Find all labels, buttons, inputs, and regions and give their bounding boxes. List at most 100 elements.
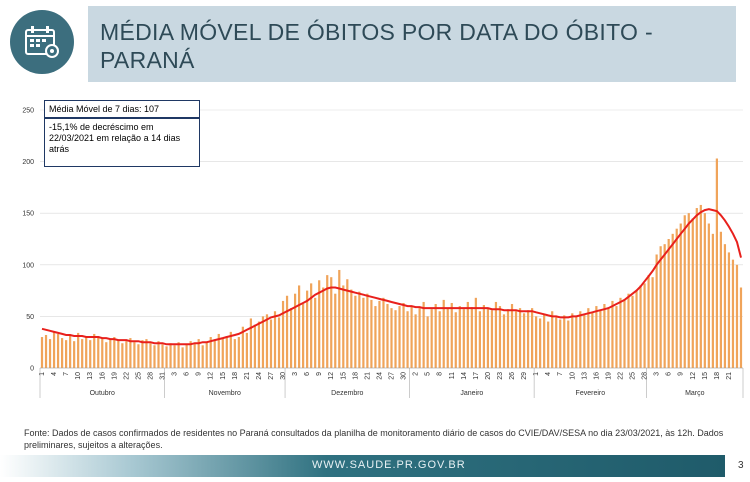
- y-tick-label: 200: [22, 159, 34, 166]
- bar: [442, 299, 445, 368]
- bar: [567, 320, 570, 368]
- bar: [85, 337, 88, 368]
- x-tick-label: 2: [413, 372, 420, 376]
- x-tick-label: 12: [208, 372, 215, 380]
- bar: [454, 312, 457, 368]
- x-tick-label: 30: [280, 372, 287, 380]
- bar: [679, 223, 682, 368]
- bar: [334, 293, 337, 368]
- bar: [145, 339, 148, 368]
- bar: [173, 345, 176, 368]
- footer-bar: WWW.SAUDE.PR.GOV.BR: [0, 455, 725, 477]
- bar: [386, 304, 389, 368]
- y-tick-label: 0: [30, 366, 34, 373]
- source-note: Fonte: Dados de casos confirmados de res…: [24, 428, 724, 450]
- bar: [81, 339, 84, 368]
- bar: [121, 343, 124, 368]
- x-tick-label: 11: [449, 372, 456, 379]
- bar: [89, 340, 92, 368]
- bar: [543, 314, 546, 368]
- bar: [165, 346, 168, 368]
- x-tick-label: 13: [87, 372, 94, 380]
- bar: [522, 313, 526, 368]
- bar: [69, 336, 72, 368]
- bar: [494, 301, 498, 368]
- bar: [571, 313, 574, 368]
- bar: [739, 287, 743, 368]
- x-tick-label: 18: [352, 372, 359, 380]
- footer-url[interactable]: WWW.SAUDE.PR.GOV.BR: [312, 459, 466, 471]
- month-label: Janeiro: [460, 390, 483, 397]
- x-tick-label: 3: [172, 372, 179, 376]
- bar: [298, 285, 301, 368]
- x-tick-label: 12: [690, 372, 697, 380]
- bar: [518, 308, 522, 368]
- bar: [526, 310, 530, 368]
- bar: [48, 339, 52, 368]
- calendar-virus-icon: [10, 10, 74, 74]
- bar: [438, 311, 441, 368]
- month-label: Março: [685, 390, 705, 397]
- bar: [559, 319, 562, 368]
- bar: [241, 326, 244, 368]
- bar: [125, 341, 128, 368]
- bar: [474, 297, 477, 368]
- bar: [502, 314, 506, 368]
- x-tick-label: 26: [509, 372, 516, 380]
- x-tick-label: 21: [244, 372, 251, 380]
- x-tick-label: 28: [642, 372, 649, 380]
- bar: [735, 264, 739, 368]
- bar: [169, 343, 172, 368]
- bar: [418, 308, 421, 368]
- bar: [322, 287, 325, 368]
- bar: [551, 311, 554, 368]
- month-label: Dezembro: [331, 390, 363, 397]
- bar: [583, 314, 586, 368]
- bar: [410, 306, 413, 368]
- bar: [466, 301, 469, 368]
- bar: [434, 304, 437, 368]
- bar: [326, 275, 329, 368]
- bar: [217, 333, 220, 368]
- x-tick-label: 28: [148, 372, 155, 380]
- x-tick-label: 24: [256, 372, 263, 380]
- bar: [245, 332, 248, 368]
- bar: [133, 342, 136, 368]
- bar: [52, 331, 56, 368]
- x-tick-label: 6: [666, 372, 673, 376]
- bar: [450, 302, 453, 368]
- x-tick-label: 3: [654, 372, 661, 376]
- bar: [555, 317, 558, 368]
- bar: [129, 338, 132, 368]
- bar: [414, 314, 417, 368]
- bar: [277, 317, 281, 368]
- bar: [643, 283, 646, 368]
- bar: [73, 341, 76, 368]
- bar: [209, 337, 212, 368]
- bar: [181, 347, 184, 368]
- bar: [269, 319, 273, 368]
- bar: [113, 337, 116, 368]
- bar: [430, 309, 433, 368]
- bar: [426, 316, 429, 368]
- moving-average-line: [41, 208, 742, 346]
- bar: [539, 318, 542, 368]
- bar: [510, 304, 514, 368]
- bar: [338, 269, 341, 368]
- x-tick-label: 19: [111, 372, 118, 380]
- x-tick-label: 15: [220, 372, 227, 380]
- bar: [358, 291, 361, 368]
- title-banner: MÉDIA MÓVEL DE ÓBITOS POR DATA DO ÓBITO …: [88, 6, 736, 82]
- x-tick-label: 21: [364, 372, 371, 380]
- bar: [651, 277, 654, 368]
- bar: [293, 293, 297, 368]
- x-tick-label: 10: [75, 372, 82, 380]
- bar: [623, 299, 626, 368]
- bar: [233, 339, 236, 368]
- bar: [458, 306, 461, 368]
- bar: [109, 339, 112, 368]
- bar: [197, 339, 200, 368]
- bar: [314, 297, 317, 368]
- bar: [310, 283, 313, 368]
- bar: [382, 297, 385, 368]
